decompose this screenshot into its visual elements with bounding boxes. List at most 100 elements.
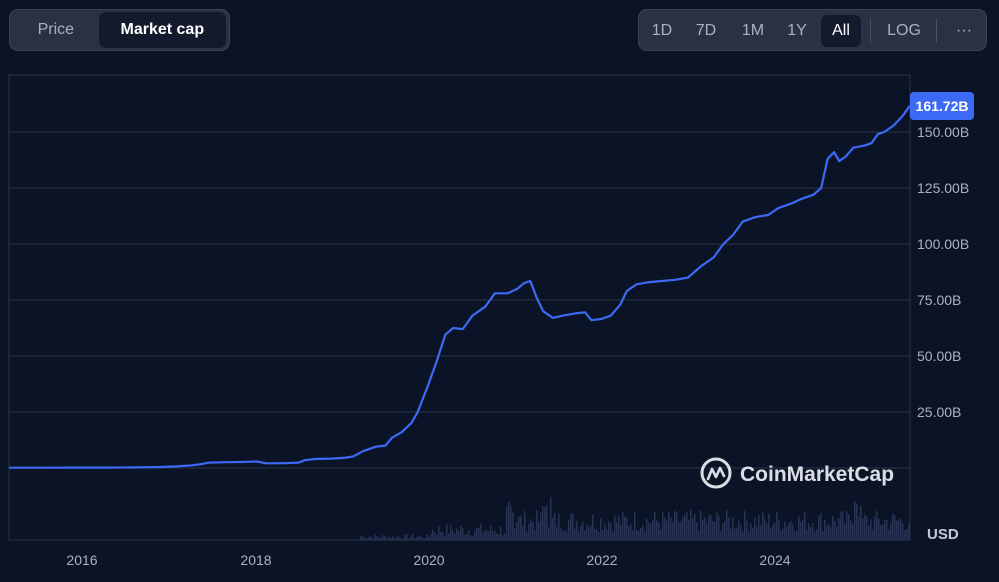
volume-bar	[516, 521, 518, 540]
volume-bar	[596, 528, 598, 540]
volume-bar	[908, 523, 910, 540]
series-line	[9, 105, 911, 469]
volume-bar	[492, 530, 494, 540]
volume-bar	[788, 523, 790, 540]
volume-bar	[778, 519, 780, 540]
volume-bar	[508, 501, 510, 540]
volume-bar	[794, 531, 796, 540]
volume-bar	[758, 515, 760, 540]
metric-toggle: Price Market cap	[9, 9, 230, 51]
volume-bar	[780, 530, 782, 540]
volume-bar	[498, 533, 500, 540]
volume-bar	[678, 522, 680, 540]
volume-bar	[820, 513, 822, 540]
volume-bar	[406, 534, 408, 540]
volume-bar	[664, 517, 666, 540]
volume-bar	[754, 517, 756, 540]
volume-bar	[688, 520, 690, 540]
volume-bar	[894, 515, 896, 540]
y-tick-label: 50.00B	[917, 348, 961, 364]
volume-bar	[390, 537, 392, 540]
volume-bar	[884, 519, 886, 540]
currency-label: USD	[927, 526, 959, 543]
volume-bar	[560, 528, 562, 540]
volume-bar	[494, 530, 496, 540]
volume-bar	[686, 511, 688, 540]
volume-bar	[818, 515, 820, 540]
volume-bar	[392, 535, 394, 540]
market-cap-tab[interactable]: Market cap	[98, 12, 226, 48]
log-scale-button[interactable]: LOG	[887, 22, 921, 39]
volume-bar	[384, 535, 386, 540]
volume-bar	[422, 537, 424, 540]
volume-bar	[456, 528, 458, 540]
volume-bar	[372, 538, 374, 540]
volume-bar	[586, 524, 588, 540]
volume-bar	[872, 529, 874, 540]
volume-bar	[386, 538, 388, 540]
volume-bar	[692, 518, 694, 540]
range-1y-button[interactable]: 1Y	[787, 22, 807, 39]
volume-bar	[512, 512, 514, 540]
range-1d-button[interactable]: 1D	[651, 22, 673, 39]
volume-bar	[502, 535, 504, 540]
volume-bar	[540, 512, 542, 540]
volume-bar	[414, 538, 416, 540]
volume-bar	[904, 530, 906, 540]
volume-bar	[376, 536, 378, 540]
volume-bar	[428, 536, 430, 540]
range-all-button[interactable]: All	[821, 15, 861, 47]
volume-bar	[892, 513, 894, 540]
volume-bar	[542, 505, 544, 540]
volume-bar	[764, 518, 766, 540]
y-tick-label: 125.00B	[917, 180, 969, 196]
range-7d-button[interactable]: 7D	[695, 22, 717, 39]
y-tick-label: 150.00B	[917, 124, 969, 140]
volume-bar	[824, 520, 826, 540]
volume-bar	[458, 531, 460, 540]
volume-bar	[528, 524, 530, 540]
volume-bar	[774, 522, 776, 540]
volume-bar	[738, 520, 740, 540]
range-1m-button[interactable]: 1M	[741, 22, 765, 39]
volume-bar	[814, 531, 816, 540]
volume-bar	[800, 521, 802, 540]
price-tab[interactable]: Price	[37, 21, 75, 38]
volume-bar	[394, 538, 396, 540]
volume-bar	[712, 520, 714, 540]
volume-bar	[608, 521, 610, 540]
volume-bar	[614, 515, 616, 540]
volume-bar	[408, 538, 410, 540]
volume-bar	[718, 516, 720, 540]
volume-bar	[482, 532, 484, 540]
volume-bar	[490, 525, 492, 540]
volume-bar	[424, 538, 426, 540]
volume-bar	[620, 524, 622, 540]
volume-bar	[726, 510, 728, 540]
volume-bar	[848, 514, 850, 540]
volume-bar	[396, 536, 398, 540]
volume-bar	[616, 522, 618, 540]
volume-bar	[524, 510, 526, 540]
volume-bar	[582, 521, 584, 540]
volume-bar	[858, 516, 860, 540]
volume-bar	[852, 524, 854, 540]
more-options-button[interactable]: ···	[956, 22, 972, 39]
volume-bar	[816, 529, 818, 540]
volume-bar	[388, 536, 390, 540]
volume-bar	[706, 523, 708, 540]
range-divider	[936, 19, 937, 43]
volume-bar	[644, 531, 646, 540]
volume-bar	[368, 536, 370, 540]
volume-bar	[412, 534, 414, 540]
volume-bar	[592, 514, 594, 540]
volume-bar	[438, 526, 440, 540]
volume-bar	[626, 517, 628, 540]
volume-bar	[640, 527, 642, 540]
volume-bar	[654, 512, 656, 540]
volume-bar	[480, 523, 482, 540]
volume-bar	[648, 522, 650, 540]
volume-bar	[570, 513, 572, 540]
volume-bar	[766, 523, 768, 540]
